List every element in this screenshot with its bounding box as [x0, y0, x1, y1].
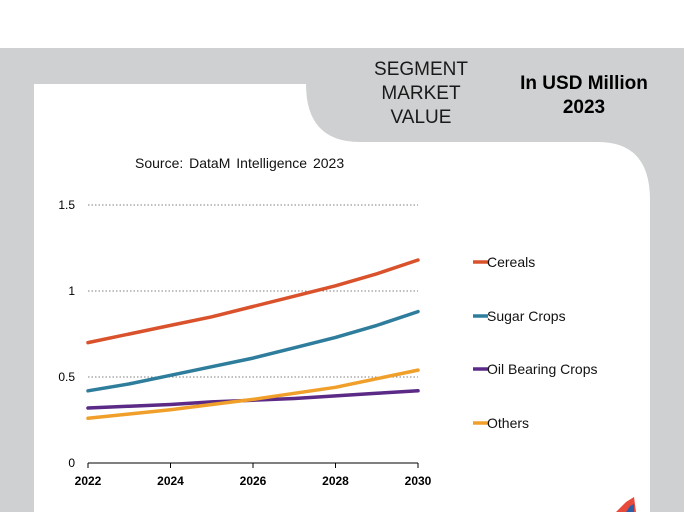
segment-market-value-title: SEGMENT MARKET VALUE	[356, 58, 486, 130]
gridlines	[88, 204, 418, 378]
x-tick-label: 2030	[405, 474, 432, 488]
series-line-sugar-crops	[86, 309, 420, 393]
y-axis-ticks: 0 0.5 1 1.5	[58, 198, 75, 470]
x-tick-label: 2026	[240, 474, 267, 488]
source-note: Source: DataM Intelligence 2023	[135, 155, 345, 171]
legend: Cereals Sugar Crops Oil Bearing Crops Other…	[473, 254, 598, 431]
legend-label: Others	[487, 415, 529, 431]
legend-label: Cereals	[487, 254, 535, 270]
x-tick-label: 2024	[157, 474, 184, 488]
unit-line-1: In USD Million	[520, 73, 648, 94]
unit-line-2: 2023	[562, 97, 606, 118]
segment-title-line-3: VALUE	[390, 107, 452, 128]
x-tick-label: 2028	[322, 474, 349, 488]
x-tick-label: 2022	[75, 474, 102, 488]
segment-title-line-1: SEGMENT	[374, 59, 468, 80]
y-tick-label: 1.5	[58, 198, 75, 212]
series-line-others	[86, 368, 420, 421]
x-axis-ticks: 2022 2024 2026 2028 2030	[75, 474, 432, 488]
series-lines	[86, 258, 420, 421]
legend-label: Sugar Crops	[487, 308, 566, 324]
axes	[87, 462, 419, 468]
segment-title-line-2: MARKET	[381, 83, 461, 104]
logo-mark-inner	[626, 504, 634, 512]
y-tick-label: 0.5	[58, 370, 75, 384]
unit-label: In USD Million 2023	[500, 72, 668, 120]
legend-label: Oil Bearing Crops	[487, 361, 598, 377]
series-line-cereals	[86, 258, 420, 345]
y-tick-label: 0	[68, 456, 75, 470]
y-tick-label: 1	[68, 284, 75, 298]
